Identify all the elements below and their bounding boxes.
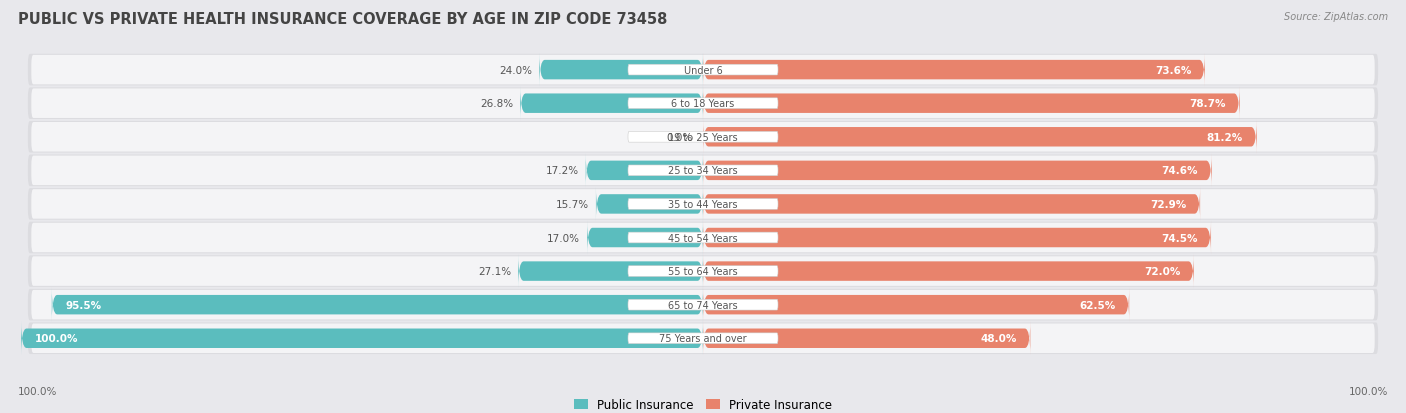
FancyBboxPatch shape [28,323,1378,354]
Text: 74.5%: 74.5% [1161,233,1198,243]
Text: 25 to 34 Years: 25 to 34 Years [668,166,738,176]
Text: 27.1%: 27.1% [478,266,512,276]
FancyBboxPatch shape [31,257,1375,286]
FancyBboxPatch shape [28,155,1378,187]
FancyBboxPatch shape [540,53,703,88]
FancyBboxPatch shape [31,89,1375,119]
Text: 48.0%: 48.0% [980,333,1017,344]
FancyBboxPatch shape [588,221,703,255]
FancyBboxPatch shape [628,266,778,277]
FancyBboxPatch shape [586,154,703,188]
Text: 55 to 64 Years: 55 to 64 Years [668,266,738,276]
Text: 65 to 74 Years: 65 to 74 Years [668,300,738,310]
FancyBboxPatch shape [628,299,778,310]
Text: 17.2%: 17.2% [546,166,579,176]
FancyBboxPatch shape [628,132,778,143]
FancyBboxPatch shape [28,122,1378,153]
FancyBboxPatch shape [703,154,1212,188]
FancyBboxPatch shape [31,223,1375,253]
Text: 100.0%: 100.0% [1348,387,1388,396]
Text: 6 to 18 Years: 6 to 18 Years [672,99,734,109]
Text: 19 to 25 Years: 19 to 25 Years [668,133,738,142]
Text: PUBLIC VS PRIVATE HEALTH INSURANCE COVERAGE BY AGE IN ZIP CODE 73458: PUBLIC VS PRIVATE HEALTH INSURANCE COVER… [18,12,668,27]
FancyBboxPatch shape [31,190,1375,219]
FancyBboxPatch shape [596,188,703,221]
Text: 75 Years and over: 75 Years and over [659,333,747,344]
Text: 100.0%: 100.0% [18,387,58,396]
Text: 74.6%: 74.6% [1161,166,1198,176]
Text: 0.0%: 0.0% [666,133,693,142]
Text: 73.6%: 73.6% [1154,65,1191,76]
FancyBboxPatch shape [703,188,1201,221]
FancyBboxPatch shape [28,222,1378,254]
FancyBboxPatch shape [628,65,778,76]
Text: 81.2%: 81.2% [1206,133,1243,142]
FancyBboxPatch shape [703,221,1211,255]
Text: 72.9%: 72.9% [1150,199,1187,209]
FancyBboxPatch shape [628,99,778,109]
Text: 24.0%: 24.0% [499,65,533,76]
FancyBboxPatch shape [28,189,1378,220]
Text: 45 to 54 Years: 45 to 54 Years [668,233,738,243]
FancyBboxPatch shape [628,166,778,176]
FancyBboxPatch shape [520,87,703,121]
Text: 100.0%: 100.0% [35,333,79,344]
FancyBboxPatch shape [703,120,1257,154]
FancyBboxPatch shape [31,324,1375,353]
Text: Under 6: Under 6 [683,65,723,76]
FancyBboxPatch shape [628,233,778,243]
Text: 17.0%: 17.0% [547,233,581,243]
Legend: Public Insurance, Private Insurance: Public Insurance, Private Insurance [569,393,837,413]
FancyBboxPatch shape [28,88,1378,120]
FancyBboxPatch shape [703,288,1129,322]
Text: 72.0%: 72.0% [1144,266,1181,276]
FancyBboxPatch shape [21,321,703,356]
FancyBboxPatch shape [31,156,1375,186]
Text: 95.5%: 95.5% [66,300,101,310]
Text: 35 to 44 Years: 35 to 44 Years [668,199,738,209]
FancyBboxPatch shape [52,288,703,322]
Text: Source: ZipAtlas.com: Source: ZipAtlas.com [1284,12,1388,22]
Text: 78.7%: 78.7% [1189,99,1226,109]
FancyBboxPatch shape [31,290,1375,320]
FancyBboxPatch shape [31,56,1375,85]
FancyBboxPatch shape [628,333,778,344]
FancyBboxPatch shape [28,55,1378,86]
FancyBboxPatch shape [703,254,1194,289]
FancyBboxPatch shape [519,254,703,289]
FancyBboxPatch shape [703,321,1031,356]
FancyBboxPatch shape [628,199,778,210]
Text: 15.7%: 15.7% [555,199,589,209]
Text: 26.8%: 26.8% [481,99,513,109]
FancyBboxPatch shape [28,289,1378,320]
FancyBboxPatch shape [28,256,1378,287]
FancyBboxPatch shape [31,123,1375,152]
FancyBboxPatch shape [703,87,1240,121]
Text: 62.5%: 62.5% [1080,300,1115,310]
FancyBboxPatch shape [703,53,1205,88]
